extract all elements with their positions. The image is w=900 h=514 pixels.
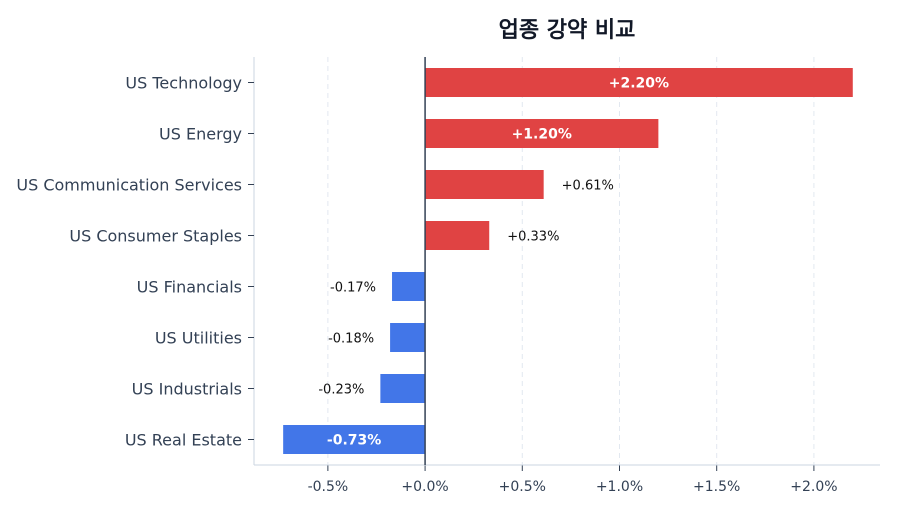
category-label: US Technology [125, 74, 242, 93]
bar [392, 272, 426, 301]
data-label: -0.23% [318, 383, 364, 398]
category-label: US Consumer Staples [69, 227, 242, 246]
data-label: +1.20% [512, 127, 572, 143]
x-tick-label: +1.0% [596, 479, 643, 495]
category-label: US Communication Services [16, 176, 242, 195]
chart-title: 업종 강약 비교 [499, 18, 636, 43]
x-tick-label: +0.5% [499, 479, 546, 495]
data-label: -0.73% [327, 433, 381, 449]
bar [380, 374, 426, 403]
category-label: US Energy [159, 125, 242, 144]
bar [283, 425, 426, 454]
x-tick-label: +0.0% [401, 479, 448, 495]
data-label: +0.33% [507, 230, 559, 245]
bar [425, 119, 659, 148]
data-label: +0.61% [562, 179, 614, 194]
category-label: US Utilities [155, 329, 242, 348]
bar [425, 221, 490, 250]
category-label: US Financials [137, 278, 242, 297]
bar [390, 323, 426, 352]
x-tick-label: +2.0% [790, 479, 837, 495]
data-label: -0.17% [330, 281, 376, 296]
category-label: US Industrials [132, 380, 242, 399]
data-label: +2.20% [609, 76, 669, 92]
data-label: -0.18% [328, 332, 374, 347]
category-label: US Real Estate [125, 431, 242, 450]
bar [425, 68, 853, 97]
x-tick-label: +1.5% [693, 479, 740, 495]
bar [425, 170, 544, 199]
x-tick-label: -0.5% [308, 479, 349, 495]
